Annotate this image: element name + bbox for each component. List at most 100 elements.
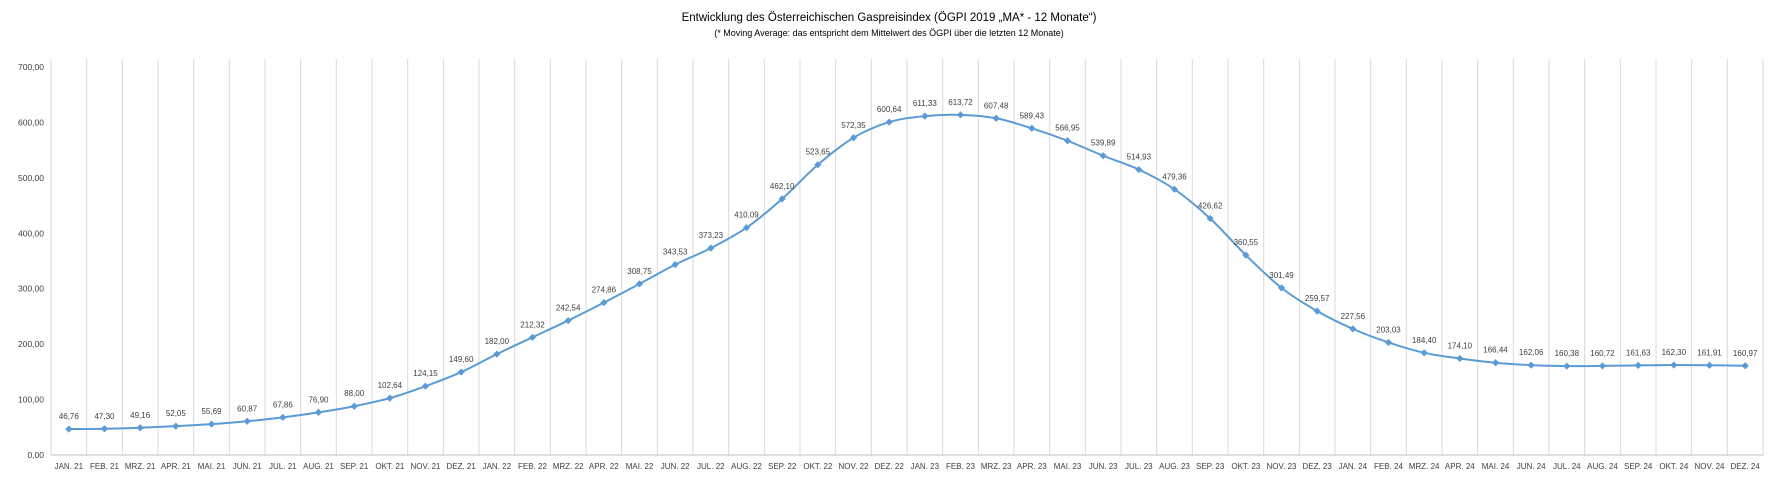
data-label: 88,00 <box>344 389 365 398</box>
data-point <box>1242 251 1250 259</box>
data-label: 426,62 <box>1198 202 1223 211</box>
x-tick-label: SEP. 22 <box>768 462 797 471</box>
data-point <box>992 114 1000 122</box>
data-label: 124,15 <box>413 369 438 378</box>
x-tick-label: APR. 21 <box>161 462 191 471</box>
data-point <box>350 402 358 410</box>
data-label: 600,64 <box>877 105 902 114</box>
data-label: 160,38 <box>1555 349 1580 358</box>
data-label: 203,03 <box>1376 325 1401 334</box>
data-label: 514,93 <box>1127 153 1152 162</box>
data-point <box>1491 359 1500 367</box>
data-point <box>885 118 893 126</box>
data-label: 308,75 <box>627 267 652 276</box>
data-point <box>707 244 715 252</box>
chart-subtitle: (* Moving Average: das entspricht dem Mi… <box>714 28 1064 38</box>
x-tick-label: APR. 23 <box>1017 462 1047 471</box>
data-label: 67,86 <box>273 400 294 409</box>
data-point <box>1563 362 1571 370</box>
x-tick-label: OKT. 22 <box>803 462 832 471</box>
data-point <box>1313 307 1321 315</box>
data-point <box>172 422 180 430</box>
data-label: 52,05 <box>166 409 187 418</box>
data-point <box>1598 362 1607 370</box>
data-point <box>314 408 323 416</box>
x-tick-label: OKT. 21 <box>375 462 404 471</box>
x-tick-label: DEZ. 21 <box>446 462 476 471</box>
data-label: 160,97 <box>1733 349 1758 358</box>
data-label: 301,49 <box>1269 271 1294 280</box>
x-tick-label: FEB. 22 <box>518 462 547 471</box>
data-label: 46,76 <box>59 412 80 421</box>
data-point <box>1456 354 1464 363</box>
x-tick-label: JUN. 21 <box>233 462 262 471</box>
y-tick-label: 600,00 <box>18 117 44 127</box>
data-point <box>1028 124 1036 132</box>
x-tick-label: FEB. 21 <box>90 462 119 471</box>
x-tick-label: MAI. 23 <box>1054 462 1082 471</box>
x-tick-label: AUG. 22 <box>731 462 762 471</box>
data-point <box>778 195 786 203</box>
data-label: 259,57 <box>1305 294 1330 303</box>
x-tick-label: DEZ. 23 <box>1302 462 1332 471</box>
x-tick-label: MRZ. 22 <box>553 462 584 471</box>
data-label: 162,30 <box>1662 348 1687 357</box>
y-tick-label: 300,00 <box>18 284 44 294</box>
x-tick-label: JUL. 21 <box>269 462 297 471</box>
x-tick-label: MRZ. 23 <box>981 462 1012 471</box>
data-label: 162,06 <box>1519 348 1544 357</box>
data-label: 242,54 <box>556 304 581 313</box>
x-tick-label: FEB. 24 <box>1374 462 1403 471</box>
data-point <box>1384 338 1393 347</box>
data-point <box>457 368 465 376</box>
data-label: 589,43 <box>1020 111 1045 120</box>
data-label: 166,44 <box>1483 346 1508 355</box>
x-tick-label: OKT. 23 <box>1231 462 1260 471</box>
data-point <box>1277 284 1286 292</box>
data-label: 462,10 <box>770 182 795 191</box>
data-label: 479,36 <box>1162 172 1187 181</box>
data-point <box>1206 214 1214 223</box>
data-point <box>921 112 929 120</box>
y-tick-label: 400,00 <box>18 228 44 238</box>
y-tick-label: 500,00 <box>18 173 44 183</box>
data-label: 227,56 <box>1341 312 1366 321</box>
x-tick-label: JAN. 22 <box>483 462 512 471</box>
x-tick-label: MRZ. 24 <box>1409 462 1440 471</box>
x-tick-label: JUL. 24 <box>1553 462 1581 471</box>
data-label: 572,35 <box>841 121 866 130</box>
x-tick-label: MRZ. 21 <box>125 462 156 471</box>
data-label: 611,33 <box>913 99 937 108</box>
data-label: 343,53 <box>663 248 688 257</box>
data-point <box>243 417 251 425</box>
data-point <box>1741 362 1749 370</box>
x-tick-label: MAI. 21 <box>198 462 226 471</box>
data-point <box>956 111 965 119</box>
data-point <box>1349 325 1357 333</box>
data-label: 182,00 <box>485 337 510 346</box>
x-tick-label: APR. 22 <box>589 462 619 471</box>
data-point <box>1527 361 1535 369</box>
data-point <box>1420 349 1428 357</box>
x-tick-label: JAN. 23 <box>911 462 940 471</box>
x-tick-label: JUL. 22 <box>697 462 725 471</box>
data-label: 566,95 <box>1055 124 1080 133</box>
data-point <box>65 425 73 433</box>
data-point <box>1670 361 1678 369</box>
x-tick-label: JUN. 24 <box>1517 462 1546 471</box>
x-tick-label: JAN. 21 <box>55 462 84 471</box>
x-tick-label: AUG. 24 <box>1587 462 1618 471</box>
x-tick-label: JUN. 23 <box>1089 462 1118 471</box>
x-tick-label: MAI. 24 <box>1482 462 1510 471</box>
data-label: 161,63 <box>1626 348 1651 357</box>
data-point <box>493 350 501 358</box>
data-label: 174,10 <box>1448 341 1473 350</box>
x-tick-label: JUN. 22 <box>661 462 690 471</box>
data-label: 49,16 <box>130 411 151 420</box>
x-tick-label: JUL. 23 <box>1125 462 1153 471</box>
data-point <box>386 394 394 402</box>
data-label: 613,72 <box>948 98 973 107</box>
x-tick-label: MAI. 22 <box>626 462 654 471</box>
